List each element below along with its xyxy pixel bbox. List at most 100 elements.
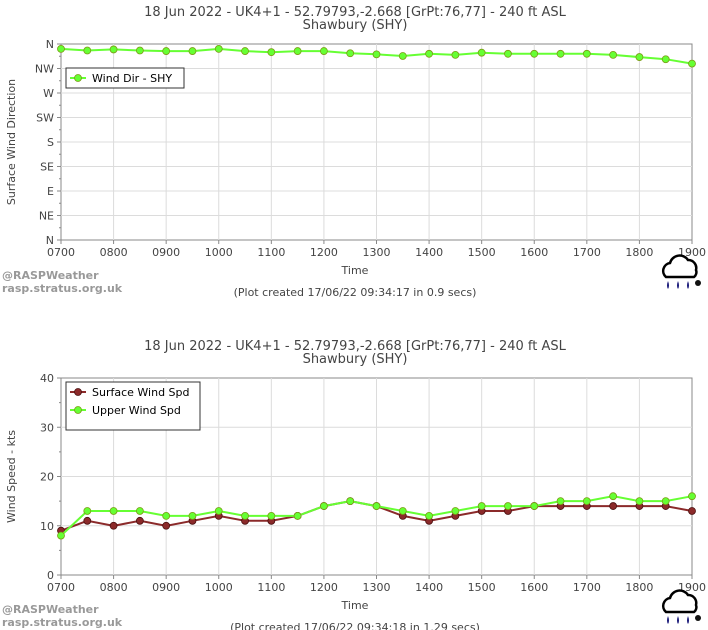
- data-point: [688, 492, 696, 501]
- x-tick-label: 1300: [363, 581, 391, 594]
- data-point: [398, 507, 407, 515]
- legend-box: [65, 67, 185, 89]
- y-tick-label: N: [46, 38, 54, 51]
- data-point: [162, 512, 171, 520]
- data-point: [609, 502, 618, 510]
- data-point: [320, 502, 328, 510]
- data-point: [135, 46, 144, 55]
- data-point: [372, 50, 381, 59]
- chart-title: 18 Jun 2022 - UK4+1 - 52.79793,-2.668 [G…: [144, 339, 567, 354]
- x-tick-label: 1700: [573, 246, 601, 259]
- data-point: [241, 47, 249, 55]
- y-axis-label: Surface Wind Direction: [5, 79, 18, 205]
- data-point: [188, 512, 197, 520]
- data-point: [372, 502, 381, 510]
- data-point: [214, 507, 223, 515]
- data-point: [688, 507, 696, 515]
- x-tick-label: 1600: [520, 581, 548, 594]
- y-tick-label: S: [47, 136, 54, 149]
- x-axis-label: Time: [341, 599, 369, 612]
- data-point: [293, 47, 302, 55]
- x-axis-label: Time: [341, 264, 369, 277]
- x-tick-label: 1100: [257, 581, 285, 594]
- y-tick-label: 30: [40, 421, 54, 434]
- data-point: [582, 49, 591, 58]
- data-point: [477, 48, 486, 57]
- legend-label: Upper Wind Spd: [92, 404, 181, 417]
- data-point: [83, 46, 92, 55]
- data-point: [162, 521, 171, 530]
- legend-label: Surface Wind Spd: [92, 386, 190, 399]
- data-point: [346, 497, 355, 506]
- y-tick-label: W: [43, 87, 54, 100]
- y-tick-label: E: [47, 185, 54, 198]
- data-point: [477, 502, 486, 510]
- credit-url: rasp.stratus.org.uk: [2, 282, 123, 295]
- y-tick-label: SW: [36, 112, 54, 125]
- data-point: [83, 516, 92, 525]
- data-point: [109, 507, 118, 515]
- data-point: [609, 50, 618, 59]
- data-point: [556, 497, 565, 506]
- data-point: [241, 512, 249, 520]
- y-tick-label: NE: [39, 210, 54, 223]
- plot-footnote: (Plot created 17/06/22 09:34:18 in 1.29 …: [230, 621, 480, 630]
- data-point: [267, 48, 276, 57]
- data-point: [425, 49, 433, 58]
- data-point: [293, 512, 302, 520]
- data-point: [135, 516, 144, 525]
- x-tick-label: 1300: [363, 246, 391, 259]
- y-tick-label: 0: [47, 569, 54, 582]
- data-point: [188, 47, 197, 55]
- data-point: [425, 512, 433, 520]
- data-point: [109, 45, 118, 54]
- x-tick-label: 1000: [205, 246, 233, 259]
- legend-box: [65, 381, 201, 431]
- data-point: [661, 497, 670, 506]
- data-point: [530, 502, 539, 510]
- data-point: [556, 49, 565, 58]
- y-tick-label: 10: [40, 520, 54, 533]
- legend-swatch-marker: [74, 74, 82, 82]
- data-point: [57, 531, 65, 540]
- data-point: [635, 497, 644, 506]
- data-point: [504, 502, 512, 510]
- chart-subtitle: Shawbury (SHY): [303, 352, 408, 367]
- x-tick-label: 1200: [310, 581, 338, 594]
- x-tick-label: 0700: [47, 581, 75, 594]
- data-point: [267, 512, 276, 520]
- x-tick-label: 1700: [573, 581, 601, 594]
- y-tick-label: 20: [40, 471, 54, 484]
- data-point: [109, 521, 118, 530]
- credit-handle: @RASPWeather: [2, 603, 99, 616]
- data-point: [582, 497, 591, 506]
- data-point: [688, 59, 696, 68]
- y-tick-label: 40: [40, 372, 54, 385]
- data-point: [162, 47, 171, 55]
- x-tick-label: 1400: [415, 581, 443, 594]
- data-point: [451, 50, 460, 59]
- credit-handle: @RASPWeather: [2, 269, 99, 282]
- x-tick-label: 0800: [100, 581, 128, 594]
- x-tick-label: 1000: [205, 581, 233, 594]
- cloud-rain-icon: [661, 589, 701, 624]
- x-tick-label: 1100: [257, 246, 285, 259]
- data-point: [609, 492, 618, 501]
- chart-title: 18 Jun 2022 - UK4+1 - 52.79793,-2.668 [G…: [144, 5, 567, 20]
- credit-url: rasp.stratus.org.uk: [2, 616, 123, 629]
- data-point: [214, 45, 223, 53]
- chart-subtitle: Shawbury (SHY): [303, 18, 408, 33]
- data-point: [635, 53, 644, 61]
- data-point: [398, 52, 407, 60]
- x-tick-label: 1500: [468, 246, 496, 259]
- x-tick-label: 0900: [152, 581, 180, 594]
- data-point: [57, 45, 65, 53]
- cloud-rain-icon: [661, 254, 701, 289]
- x-tick-label: 0700: [47, 246, 75, 259]
- y-tick-label: N: [46, 234, 54, 247]
- data-point: [451, 507, 460, 515]
- x-tick-label: 1200: [310, 246, 338, 259]
- y-axis-label: Wind Speed - kts: [5, 430, 18, 523]
- data-point: [320, 47, 328, 55]
